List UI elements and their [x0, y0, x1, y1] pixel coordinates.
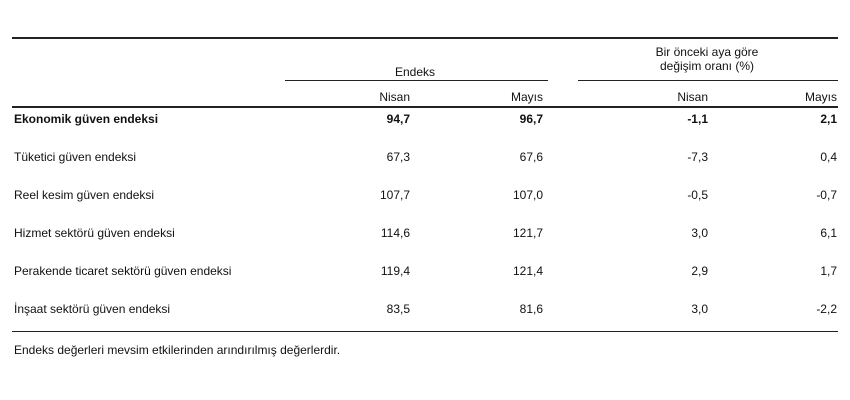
- top-rule: [12, 37, 838, 39]
- group-header: Bir önceki aya göre değişim oranı (%): [655, 45, 759, 73]
- subheader: Nisan: [677, 90, 708, 104]
- cell: 1,7: [820, 264, 837, 278]
- row-label: İnşaat sektörü güven endeksi: [14, 302, 171, 316]
- cell: 83,5: [386, 302, 410, 316]
- cell: -0,5: [687, 188, 708, 202]
- cell: -0,7: [816, 188, 837, 202]
- cell: 3,0: [691, 226, 708, 240]
- cell: 0,4: [820, 150, 837, 164]
- cell: 121,7: [512, 226, 543, 240]
- cell: 67,3: [386, 150, 410, 164]
- cell: 114,6: [380, 226, 410, 240]
- row-label: Hizmet sektörü güven endeksi: [14, 226, 175, 240]
- cell: 81,6: [519, 302, 543, 316]
- cell: 2,1: [820, 112, 837, 126]
- cell: 6,1: [820, 226, 837, 240]
- subheader: Nisan: [379, 90, 410, 104]
- cell: 96,7: [519, 112, 543, 126]
- cell: 3,0: [691, 302, 708, 316]
- cell: 107,7: [379, 188, 410, 202]
- footnote: Endeks değerleri mevsim etkilerinden arı…: [14, 343, 341, 357]
- cell: -2,2: [816, 302, 837, 316]
- row-label: Tüketici güven endeksi: [14, 150, 137, 164]
- row-label: Reel kesim güven endeksi: [14, 188, 155, 202]
- row-label: Ekonomik güven endeksi: [14, 112, 159, 126]
- cell: 94,7: [386, 112, 410, 126]
- group-rule: [578, 80, 838, 81]
- subheader: Mayıs: [804, 90, 837, 104]
- cell: -1,1: [687, 112, 708, 126]
- cell: 107,0: [512, 188, 543, 202]
- row-label: Perakende ticaret sektörü güven endeksi: [14, 264, 232, 278]
- group-rule: [285, 80, 548, 81]
- bottom-rule: [12, 331, 838, 332]
- subheader: Mayıs: [510, 90, 543, 104]
- cell: 119,4: [380, 264, 410, 278]
- cell: -7,3: [687, 150, 708, 164]
- cell: 67,6: [519, 150, 543, 164]
- cell: 2,9: [691, 264, 708, 278]
- group-header: Endeks: [394, 65, 436, 79]
- header-rule: [12, 106, 838, 108]
- cell: 121,4: [512, 264, 543, 278]
